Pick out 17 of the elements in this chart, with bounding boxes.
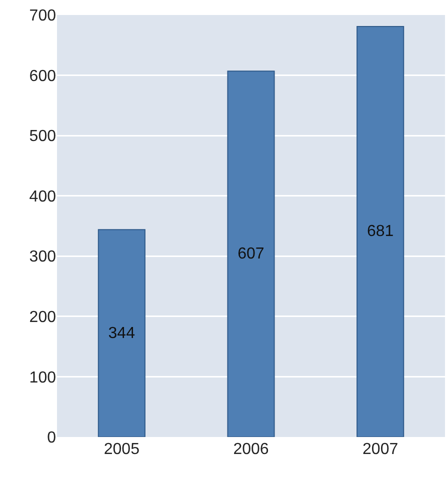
bar — [98, 229, 146, 437]
data-label: 344 — [108, 324, 136, 342]
y-tick-label: 300 — [29, 248, 56, 266]
y-tick-label: 200 — [29, 309, 56, 326]
x-tick-label: 2005 — [104, 441, 140, 458]
y-tick-label: 100 — [29, 369, 56, 386]
bar — [356, 26, 404, 437]
y-tick-label: 700 — [29, 8, 56, 25]
y-tick-label: 0 — [47, 430, 56, 447]
data-label: 607 — [238, 246, 264, 263]
y-tick-label: 400 — [29, 188, 56, 206]
x-tick-label: 2007 — [362, 441, 398, 458]
bar — [227, 70, 275, 437]
y-tick-label: 600 — [29, 68, 56, 85]
y-tick-label: 500 — [29, 128, 56, 146]
x-tick-label: 2006 — [233, 441, 269, 458]
data-label: 681 — [366, 223, 394, 240]
